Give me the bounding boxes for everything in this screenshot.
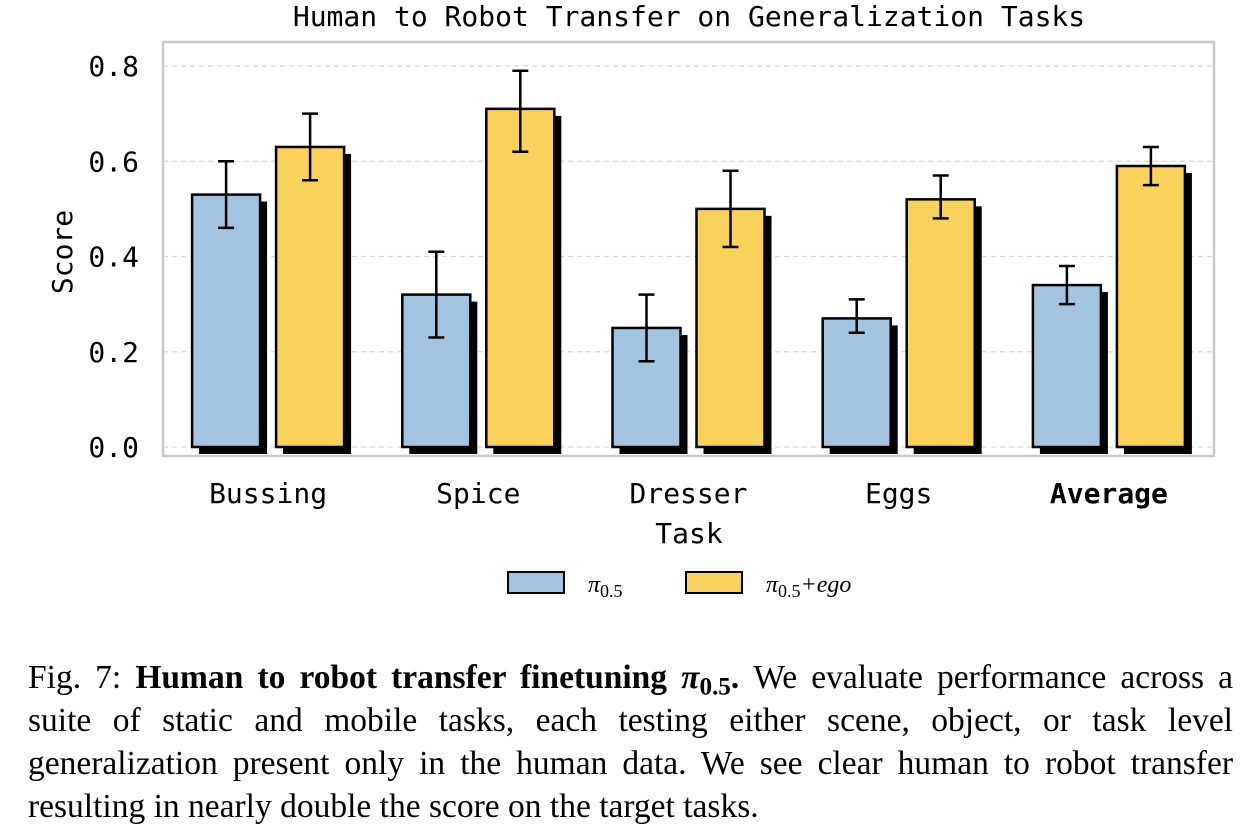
- bar: [274, 145, 346, 449]
- bar: [905, 198, 976, 449]
- caption-pi-symbol: π: [681, 659, 700, 696]
- x-tick-label: Bussing: [209, 477, 327, 510]
- caption-pi-subscript: 0.5: [699, 673, 731, 701]
- y-tick-label: 0.2: [88, 336, 139, 369]
- x-tick-label: Eggs: [865, 477, 932, 510]
- y-axis-label: Score: [46, 210, 79, 294]
- plot-area: 0.0 0.2 0.4 0.6 0.8 Bussing Spice Dresser Eggs Av…: [88, 40, 1216, 510]
- y-tick-label: 0.6: [88, 145, 139, 178]
- caption-label: Fig. 7:: [28, 659, 122, 696]
- legend-label: π0.5: [588, 572, 623, 601]
- x-axis-label: Task: [655, 517, 723, 550]
- bar: [821, 317, 892, 449]
- bar-chart: Human to Robot Transfer on Generalizatio…: [46, 0, 1216, 601]
- legend: π0.5 π0.5+ego: [507, 571, 851, 601]
- caption-bold-period: .: [730, 659, 740, 696]
- y-tick-label: 0.4: [88, 241, 139, 274]
- chart-title: Human to Robot Transfer on Generalizatio…: [293, 0, 1085, 33]
- x-tick-label: Average: [1050, 477, 1168, 510]
- y-tick-label: 0.0: [88, 431, 139, 464]
- legend-swatch: [685, 571, 743, 594]
- caption-bold-text: Human to robot transfer finetuning: [135, 659, 668, 696]
- legend-swatch: [507, 571, 565, 594]
- y-tick-label: 0.8: [88, 50, 139, 83]
- caption-bold-title: Human to robot transfer finetuning π0.5.: [135, 659, 740, 699]
- bar: [190, 193, 262, 449]
- bar: [485, 107, 556, 449]
- figure-caption: Fig. 7: Human to robot transfer finetuni…: [28, 656, 1233, 828]
- plot-frame: [161, 40, 1216, 458]
- bar: [1031, 283, 1103, 449]
- legend-label: π0.5+ego: [766, 572, 851, 601]
- bar: [1115, 164, 1187, 449]
- bar: [401, 293, 472, 449]
- x-tick-label: Dresser: [629, 477, 747, 510]
- bar: [695, 207, 766, 449]
- x-tick-label: Spice: [436, 477, 520, 510]
- caption-body-text: We evaluate performance across a suite o…: [28, 659, 1234, 825]
